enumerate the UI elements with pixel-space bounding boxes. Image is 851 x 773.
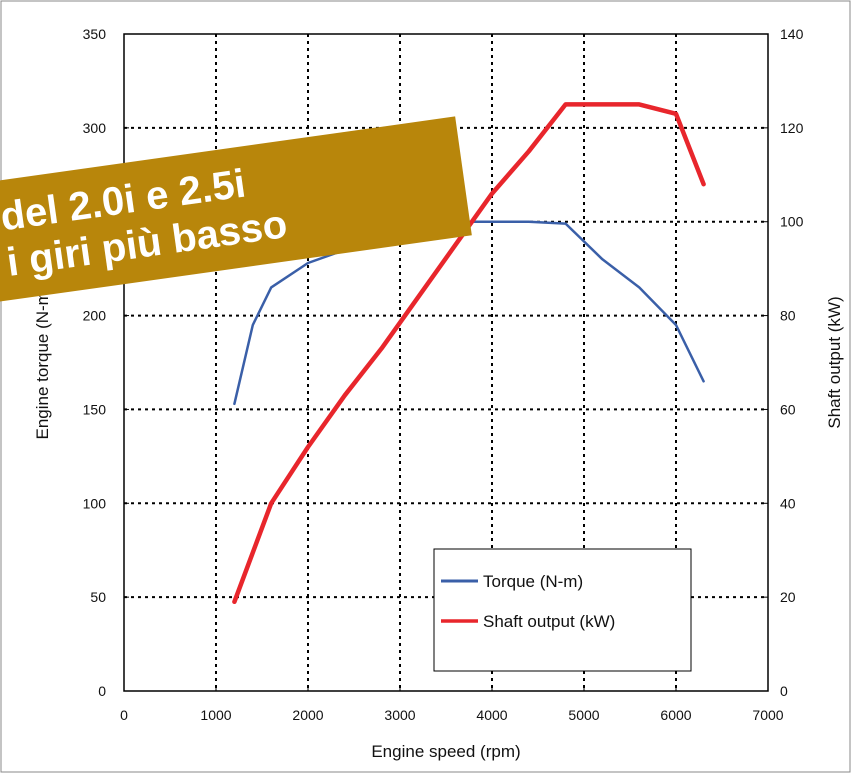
plot-frame <box>123 33 769 692</box>
legend-label-shaft-output: Shaft output (kW) <box>483 612 615 631</box>
x-tick-label: 3000 <box>384 707 415 723</box>
y-left-tick-label: 150 <box>83 401 107 417</box>
y-left-tick-label: 50 <box>90 589 106 605</box>
x-tick-label: 0 <box>120 707 128 723</box>
x-tick-label: 5000 <box>568 707 599 723</box>
y-right-tick-label: 140 <box>780 26 804 42</box>
y-right-tick-label: 40 <box>780 495 796 511</box>
y-right-tick-label: 60 <box>780 401 796 417</box>
x-tick-label: 4000 <box>476 707 507 723</box>
tick-labels: 0 1000 2000 3000 4000 5000 6000 700005010015020… <box>83 26 804 723</box>
legend-label-torque: Torque (N-m) <box>483 572 583 591</box>
series-line-shaft-output <box>232 102 706 605</box>
x-tick-label: 2000 <box>292 707 323 723</box>
y-left-tick-label: 200 <box>83 308 107 324</box>
legend-box <box>433 548 692 672</box>
y-right-tick-label: 20 <box>780 589 796 605</box>
y-right-tick-label: 80 <box>780 308 796 324</box>
y-left-tick-label: 100 <box>83 495 107 511</box>
x-tick-label: 1000 <box>200 707 231 723</box>
y-left-tick-label: 0 <box>98 683 106 699</box>
y-right-tick-label: 0 <box>780 683 788 699</box>
legend: Torque (N-m) Shaft output (kW) <box>433 548 692 672</box>
x-axis-label: Engine speed (rpm) <box>371 742 520 761</box>
y-axis-left-label: Engine torque (N-m) <box>33 285 52 439</box>
y-left-tick-label: 300 <box>83 120 107 136</box>
y-left-tick-label: 350 <box>83 26 107 42</box>
x-tick-label: 7000 <box>752 707 783 723</box>
y-right-tick-label: 100 <box>780 214 804 230</box>
x-tick-label: 6000 <box>660 707 691 723</box>
y-axis-right-label: Shaft output (kW) <box>825 296 844 428</box>
y-right-tick-label: 120 <box>780 120 804 136</box>
